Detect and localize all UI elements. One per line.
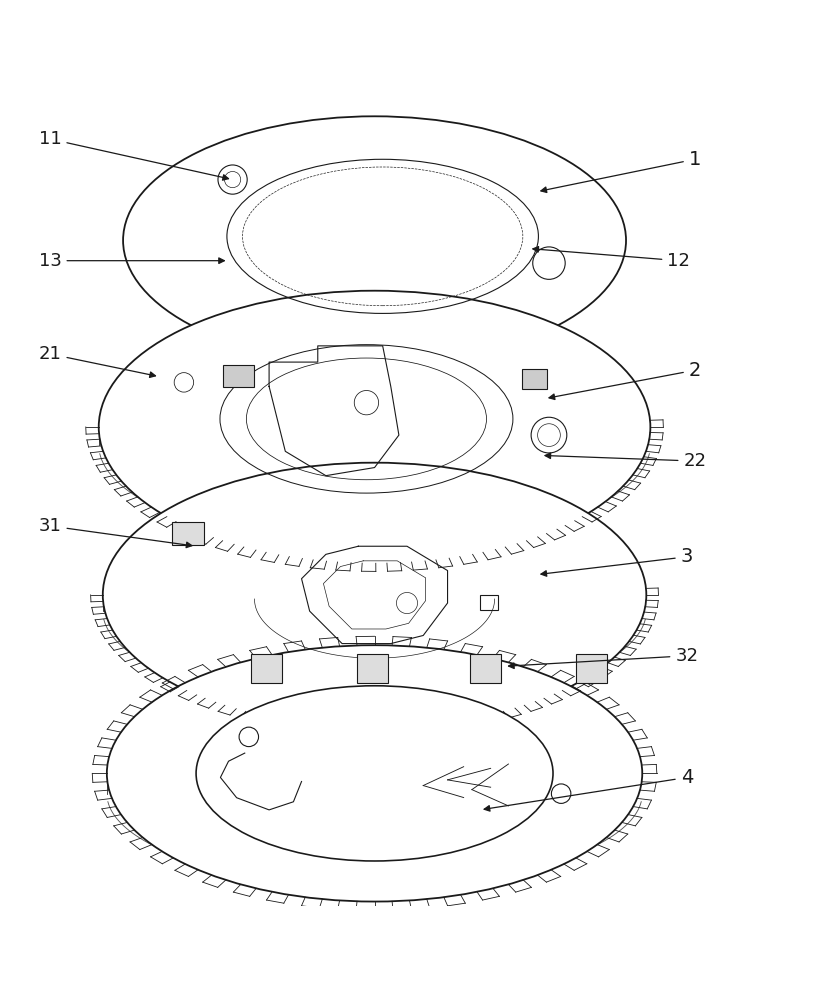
Bar: [575, 654, 606, 683]
Circle shape: [396, 592, 418, 614]
Ellipse shape: [107, 645, 642, 902]
Bar: [357, 654, 387, 683]
Text: 11: 11: [39, 130, 229, 180]
Bar: [480, 595, 498, 610]
Text: 31: 31: [38, 517, 192, 548]
Circle shape: [551, 784, 571, 803]
Text: 1: 1: [540, 150, 701, 193]
Bar: [223, 365, 254, 387]
Text: 12: 12: [533, 247, 690, 270]
Text: 32: 32: [509, 647, 698, 669]
Ellipse shape: [196, 686, 553, 861]
Text: 2: 2: [549, 361, 701, 400]
Text: 13: 13: [38, 252, 225, 270]
Bar: [523, 369, 546, 389]
Text: 4: 4: [484, 768, 693, 811]
Ellipse shape: [98, 291, 650, 563]
Bar: [172, 522, 204, 545]
Text: 22: 22: [545, 452, 707, 470]
Text: 21: 21: [38, 345, 155, 377]
Bar: [252, 654, 282, 683]
Circle shape: [239, 727, 259, 747]
Text: 3: 3: [541, 547, 693, 576]
Circle shape: [531, 417, 567, 453]
Ellipse shape: [103, 463, 646, 727]
Bar: [470, 654, 501, 683]
Ellipse shape: [123, 116, 626, 365]
